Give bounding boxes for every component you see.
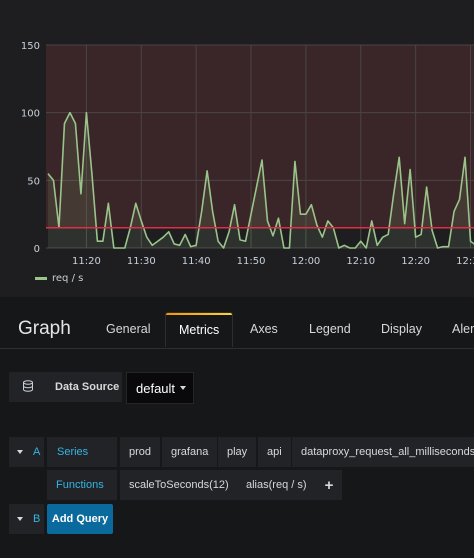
tab-display[interactable]: Display [381, 322, 422, 336]
y-tick-label: 50 [27, 176, 40, 187]
functions-label: Functions [56, 479, 104, 491]
function-chip-text: scaleToSeconds(12) [129, 479, 229, 491]
query-a-toggle[interactable]: A [9, 437, 44, 467]
y-tick-label: 100 [21, 109, 40, 120]
add-query-button[interactable]: Add Query [47, 504, 113, 534]
series-segment-text: play [227, 446, 248, 458]
caret-down-icon [17, 517, 23, 521]
function-chip[interactable]: scaleToSeconds(12) [120, 470, 238, 500]
add-function-button[interactable]: + [316, 470, 342, 500]
add-query-label: Add Query [51, 513, 109, 525]
query-b-toggle[interactable]: B [9, 504, 44, 534]
query-ref: A [33, 446, 41, 458]
function-chip[interactable]: alias(req / s) [237, 470, 316, 500]
editor-header: Graph General Metrics Axes Legend Displa… [0, 310, 474, 349]
series-segment-text: api [267, 446, 282, 458]
tab-alert[interactable]: Aler [452, 322, 474, 336]
legend[interactable]: req / s [35, 273, 83, 284]
x-tick-label: 11:40 [182, 256, 211, 267]
datasource-value: default [136, 380, 176, 396]
tab-general[interactable]: General [106, 322, 151, 336]
series-line [47, 111, 474, 249]
series-segment[interactable]: prod [120, 437, 161, 467]
x-tick-label: 11:50 [237, 256, 266, 267]
series-segment-text: dataproxy_request_all_milliseconds_c [301, 446, 474, 458]
plus-icon: + [324, 476, 334, 494]
datasource-label-box: Data Source [9, 372, 122, 402]
series-segment[interactable]: grafana [162, 437, 218, 467]
x-tick-label: 12:20 [401, 256, 430, 267]
series-segment[interactable]: dataproxy_request_all_milliseconds_c [292, 437, 474, 467]
legend-label: req / s [52, 273, 84, 284]
x-tick-label: 11:20 [72, 256, 101, 267]
series-area [48, 112, 474, 248]
legend-swatch [35, 277, 47, 280]
database-icon [22, 379, 34, 395]
x-tick-label: 12:30 [456, 256, 474, 267]
panel-title: Graph [18, 318, 71, 339]
tab-metrics[interactable]: Metrics [165, 312, 234, 347]
caret-down-icon [17, 450, 23, 454]
x-tick-label: 12:10 [346, 256, 375, 267]
datasource-label: Data Source [55, 381, 120, 393]
y-tick-label: 0 [34, 244, 40, 255]
x-tick-label: 12:00 [291, 256, 320, 267]
query-ref: B [33, 513, 41, 525]
tab-legend[interactable]: Legend [309, 322, 351, 336]
function-chip-text: alias(req / s) [246, 479, 307, 491]
y-tick-label: 150 [21, 41, 40, 52]
tab-axes[interactable]: Axes [250, 322, 278, 336]
series-segment-text: grafana [171, 446, 209, 458]
datasource-select[interactable]: default [126, 372, 194, 404]
series-segment-text: prod [129, 446, 152, 458]
x-tick-label: 11:30 [127, 256, 156, 267]
series-label: Series [57, 446, 89, 458]
series-segment[interactable]: play [218, 437, 257, 467]
series-segment[interactable]: api [258, 437, 291, 467]
chevron-down-icon [180, 386, 187, 390]
series-label-box: Series [47, 437, 117, 467]
graph-panel: 0 50 100 150 11:20 11:30 11:40 11:50 12:00 12:10 1… [20, 41, 474, 284]
chart: 0 50 100 150 11:20 11:30 11:40 11:50 12:00 12:10 1… [21, 41, 474, 267]
functions-label-box: Functions [47, 470, 117, 500]
